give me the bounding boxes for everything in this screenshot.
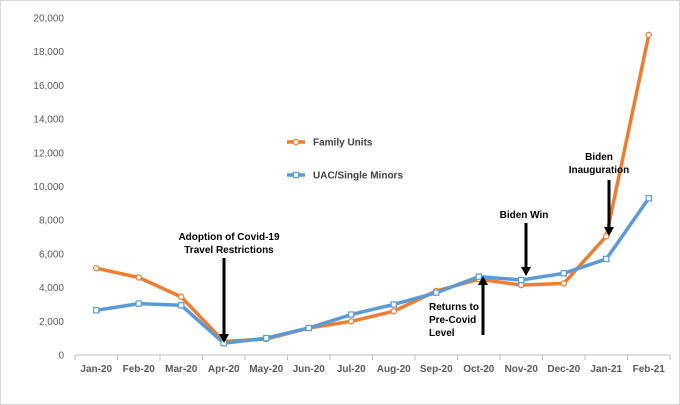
data-point xyxy=(93,307,100,314)
x-tick-label: Oct-20 xyxy=(463,364,495,375)
legend-marker xyxy=(292,138,300,146)
data-point xyxy=(135,300,142,307)
data-point xyxy=(348,318,355,325)
annotation-text: Travel Restrictions xyxy=(184,245,274,256)
data-point xyxy=(560,280,567,287)
y-tick-label: 18,000 xyxy=(33,47,64,58)
x-tick-label: Nov-20 xyxy=(505,364,539,375)
y-tick-label: 6,000 xyxy=(39,249,64,260)
annotation-arrow-head xyxy=(521,267,531,276)
data-point xyxy=(518,276,525,284)
y-tick-label: 20,000 xyxy=(33,14,64,25)
y-tick-label: 10,000 xyxy=(33,182,64,193)
data-point xyxy=(135,274,142,281)
data-point xyxy=(603,233,610,240)
y-tick-label: 16,000 xyxy=(33,81,64,92)
y-tick-label: 12,000 xyxy=(33,148,64,159)
y-tick-label: 0 xyxy=(58,351,64,362)
x-tick-label: Feb-20 xyxy=(123,364,156,375)
data-point xyxy=(518,281,525,289)
y-tick-label: 14,000 xyxy=(33,115,64,126)
x-tick-label: Feb-21 xyxy=(633,364,666,375)
data-point xyxy=(93,265,100,272)
data-point xyxy=(263,334,270,342)
data-point xyxy=(390,301,397,308)
x-tick-label: Jun-20 xyxy=(293,364,326,375)
data-point xyxy=(178,302,185,309)
data-point xyxy=(178,293,185,301)
data-point xyxy=(645,31,652,39)
annotation-text: Pre-Covid xyxy=(429,315,476,326)
x-tick-label: Jul-20 xyxy=(337,364,366,375)
legend-marker xyxy=(292,171,300,179)
annotation-text: Inauguration xyxy=(569,165,630,176)
annotation-text: Biden xyxy=(585,152,613,163)
annotation-arrow-head xyxy=(219,334,229,343)
data-point xyxy=(603,255,610,263)
legend-label: Family Units xyxy=(313,138,373,149)
series-line xyxy=(94,196,651,345)
x-tick-label: Jan-21 xyxy=(590,364,622,375)
x-tick-label: Aug-20 xyxy=(377,364,411,375)
y-tick-label: 2,000 xyxy=(39,317,64,328)
data-point xyxy=(433,289,440,296)
legend-label: UAC/Single Minors xyxy=(313,171,403,182)
x-tick-label: May-20 xyxy=(249,364,283,375)
annotation-text: Biden Win xyxy=(500,210,549,221)
annotation-text: Level xyxy=(429,328,455,339)
data-point xyxy=(560,270,567,277)
data-point xyxy=(348,311,355,318)
x-tick-label: Sep-20 xyxy=(420,364,453,375)
data-point xyxy=(645,195,652,202)
x-tick-label: Dec-20 xyxy=(547,364,580,375)
x-tick-label: Mar-20 xyxy=(165,364,198,375)
annotation-text: Returns to xyxy=(429,302,479,313)
y-tick-label: 8,000 xyxy=(39,216,64,227)
y-tick-label: 4,000 xyxy=(39,283,64,294)
annotation-arrow-head xyxy=(604,227,614,236)
annotation-arrow-head xyxy=(478,276,488,285)
series-line xyxy=(94,33,651,344)
data-point xyxy=(390,307,397,315)
data-point xyxy=(305,324,312,332)
x-tick-label: Apr-20 xyxy=(208,364,240,375)
data-point xyxy=(475,273,482,280)
annotation-text: Adoption of Covid-19 xyxy=(178,232,280,243)
x-tick-label: Jan-20 xyxy=(80,364,112,375)
